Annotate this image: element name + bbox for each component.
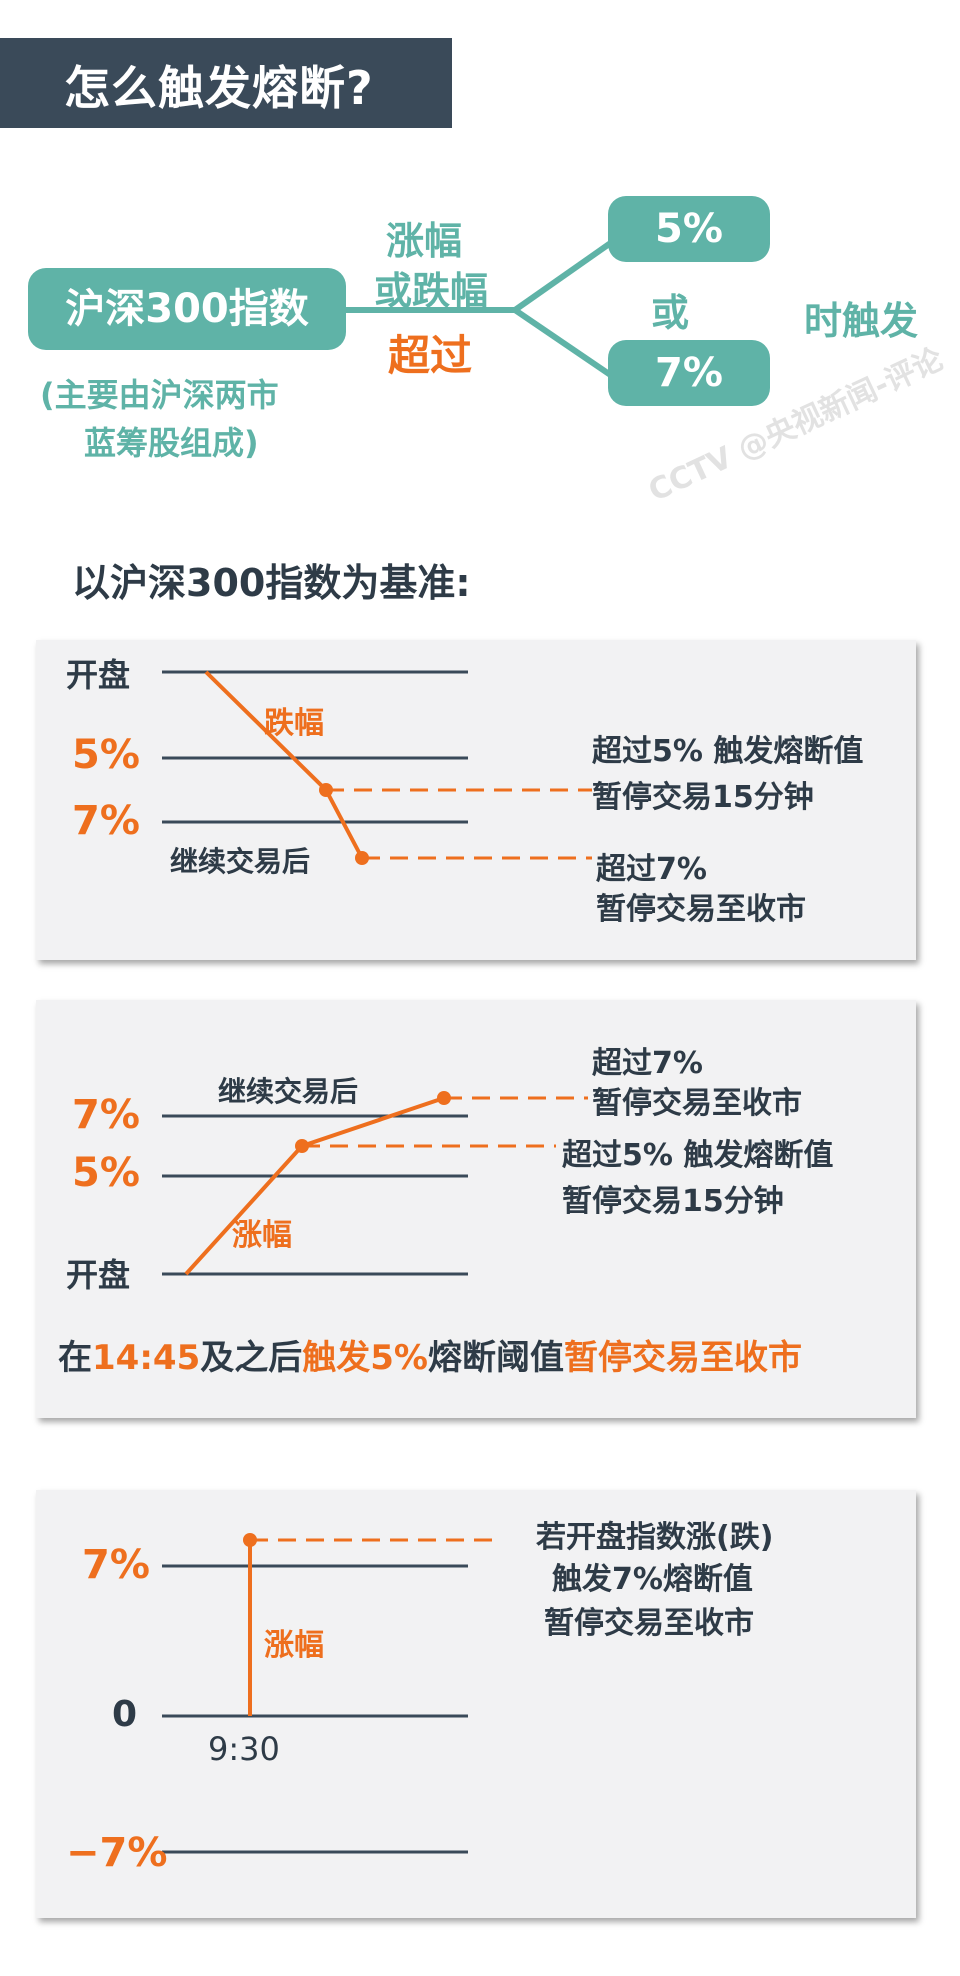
- gap-time-label: 9:30: [208, 1730, 280, 1768]
- trigger-label: 时触发: [804, 299, 919, 343]
- rise-gain-label: 涨幅: [232, 1218, 292, 1253]
- rule-part-3: 触发5%: [302, 1338, 428, 1378]
- pct5-box: 5%: [608, 196, 770, 262]
- rise-note-1a: 超过7%: [592, 1046, 703, 1081]
- gap-zero-label: 0: [112, 1694, 138, 1735]
- fall-chart: [162, 670, 592, 865]
- rule-part-5: 暂停交易至收市: [563, 1338, 802, 1378]
- panel-rise: 继续交易后 7% 5% 涨幅 开盘 超过7% 暂停交易至收市 超过5% 触发熔断…: [36, 1000, 916, 1418]
- fall-label: 或跌幅: [374, 269, 489, 313]
- or-label: 或: [651, 291, 690, 335]
- index-box: 沪深300指数: [28, 268, 346, 350]
- rise-note-2b: 暂停交易15分钟: [562, 1184, 784, 1219]
- rule-part-2: 及之后: [200, 1338, 303, 1378]
- fall-drop-label: 跌幅: [264, 706, 324, 741]
- gap-note-a: 若开盘指数涨(跌): [536, 1520, 774, 1555]
- rule-part-1: 在: [58, 1338, 92, 1378]
- fall-note-2b: 暂停交易至收市: [596, 892, 806, 927]
- pct5-label: 5%: [655, 206, 723, 252]
- rule-part-4: 熔断阈值: [427, 1338, 564, 1378]
- gap-7pct-label: 7%: [82, 1542, 150, 1588]
- exceed-label: 超过: [388, 331, 473, 380]
- rise-open-label: 开盘: [66, 1256, 131, 1294]
- page-title: 怎么触发熔断?: [64, 61, 374, 115]
- branch-connector: [330, 239, 614, 379]
- gap-note-c: 暂停交易至收市: [544, 1606, 754, 1641]
- index-note-line1: (主要由沪深两市: [40, 376, 279, 414]
- fall-7pct-label: 7%: [72, 798, 140, 844]
- fall-note-1b: 暂停交易15分钟: [592, 780, 814, 815]
- rise-continue-label: 继续交易后: [218, 1075, 359, 1108]
- rule-time: 14:45: [92, 1338, 201, 1378]
- open-gap-chart: [162, 1533, 502, 1854]
- rise-rule-text: 在14:45及之后触发5%熔断阈值暂停交易至收市: [58, 1330, 802, 1379]
- gap-minus7pct-label: −7%: [66, 1830, 168, 1876]
- rise-label: 涨幅: [386, 219, 463, 263]
- fall-continue-label: 继续交易后: [170, 845, 311, 878]
- gap-rise-label: 涨幅: [264, 1628, 324, 1663]
- rise-note-2a: 超过5% 触发熔断值: [562, 1138, 834, 1173]
- gap-note-b: 触发7%熔断值: [552, 1562, 753, 1597]
- panel-fall: 开盘 5% 7% 跌幅 继续交易后 超过5% 触发熔断值 暂停交易15分钟 超过…: [36, 640, 916, 960]
- rise-7pct-label: 7%: [72, 1092, 140, 1138]
- pct7-box: 7%: [608, 340, 770, 406]
- fall-open-label: 开盘: [66, 656, 131, 694]
- fall-5pct-label: 5%: [72, 732, 140, 778]
- index-label: 沪深300指数: [65, 286, 309, 332]
- panel-open-gap: 7% 0 −7% 涨幅 9:30 若开盘指数涨(跌) 触发7%熔断值 暂停交易至…: [36, 1490, 916, 1918]
- rise-chart: [162, 1091, 588, 1276]
- baseline-heading: 以沪深300指数为基准:: [72, 561, 471, 605]
- title-banner: 怎么触发熔断?: [0, 38, 452, 128]
- fall-note-2a: 超过7%: [596, 852, 707, 887]
- index-note-line2: 蓝筹股组成): [84, 424, 259, 462]
- fall-note-1a: 超过5% 触发熔断值: [592, 734, 864, 769]
- pct7-label: 7%: [655, 350, 723, 396]
- rise-note-1b: 暂停交易至收市: [592, 1086, 802, 1121]
- rise-5pct-label: 5%: [72, 1150, 140, 1196]
